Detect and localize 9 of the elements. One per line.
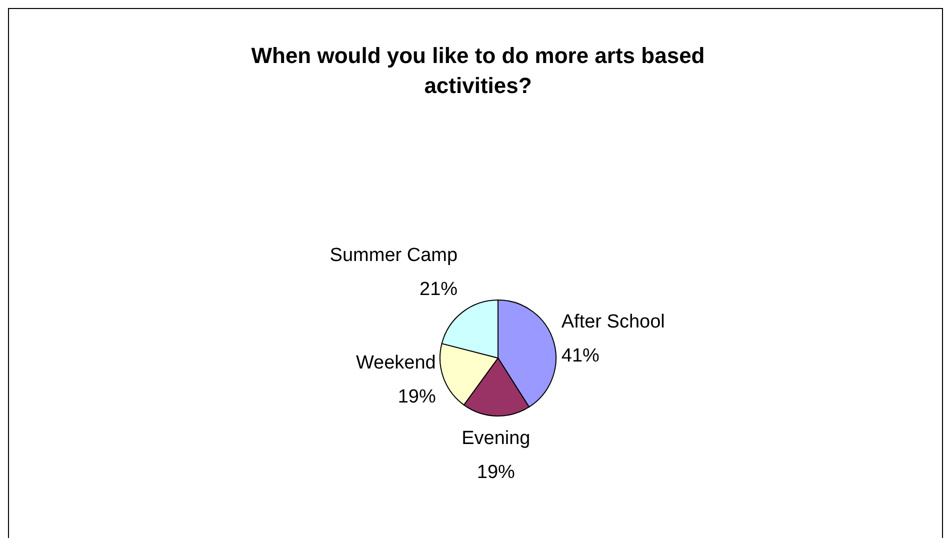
data-label: 21%: [420, 278, 458, 300]
data-label: 19%: [398, 386, 436, 408]
data-label: 41%: [561, 346, 600, 367]
slice-label: Summer Camp: [330, 244, 458, 266]
data-label: 19%: [476, 462, 516, 483]
chart-title: When would you like to do more arts based activities?: [251, 43, 705, 98]
slice-label: Evening: [462, 428, 530, 449]
slice-label: Weekend: [356, 352, 436, 374]
slice-label: After School: [561, 312, 665, 333]
